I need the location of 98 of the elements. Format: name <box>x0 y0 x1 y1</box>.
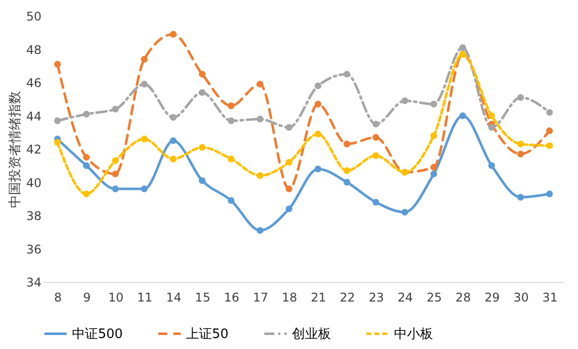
point <box>256 172 264 179</box>
point <box>488 112 495 120</box>
point <box>198 177 206 184</box>
point <box>198 70 206 78</box>
point <box>112 157 119 164</box>
x-tick-label: 28 <box>456 290 471 304</box>
point <box>517 140 524 148</box>
point <box>430 170 438 178</box>
point <box>256 116 264 122</box>
y-tick-label: 44 <box>26 109 42 124</box>
point <box>170 137 177 144</box>
point <box>54 139 61 146</box>
y-tick-label: 50 <box>26 10 42 24</box>
y-tick-label: 48 <box>26 42 42 57</box>
point <box>344 178 350 186</box>
point <box>372 152 380 159</box>
point <box>546 190 553 198</box>
point <box>54 117 61 124</box>
x-tick-label: 17 <box>252 290 268 304</box>
y-axis-title: 中国投资者情绪指数 <box>8 91 24 208</box>
point <box>546 127 553 134</box>
point <box>256 227 264 234</box>
x-tick-label: 10 <box>108 290 124 304</box>
point <box>372 198 380 206</box>
point <box>228 197 234 204</box>
y-tick-label: 38 <box>26 209 42 223</box>
point <box>401 97 408 104</box>
point <box>517 194 524 201</box>
point <box>344 140 350 148</box>
point <box>170 30 177 38</box>
x-tick-label: 24 <box>398 290 413 304</box>
point <box>286 206 292 212</box>
point <box>112 186 119 192</box>
point <box>488 162 495 169</box>
point <box>140 80 148 88</box>
point <box>170 156 177 162</box>
x-tick-label: 31 <box>542 290 558 304</box>
legend-label: 上证50 <box>186 326 229 342</box>
point <box>459 112 466 120</box>
y-tick-label: 40 <box>26 176 42 190</box>
point <box>459 44 466 51</box>
point <box>83 162 90 169</box>
point <box>228 156 234 162</box>
point <box>372 134 380 141</box>
point <box>83 190 90 198</box>
y-tick-label: 34 <box>26 276 42 290</box>
point <box>112 170 119 178</box>
legend-label: 创业板 <box>292 326 331 342</box>
point <box>198 144 206 151</box>
point <box>314 100 322 108</box>
x-tick-label: 25 <box>426 290 442 304</box>
x-tick-label: 23 <box>368 290 384 304</box>
x-tick-label: 18 <box>282 290 298 304</box>
point <box>430 164 438 171</box>
x-tick-label: 16 <box>224 290 240 304</box>
point <box>372 120 380 128</box>
point <box>83 110 90 118</box>
x-tick-label: 11 <box>137 290 152 304</box>
point <box>517 150 524 158</box>
x-tick-label: 21 <box>310 290 326 304</box>
point <box>314 166 322 172</box>
point <box>228 102 234 110</box>
x-tick-label: 29 <box>484 290 500 304</box>
x-tick-label: 9 <box>83 290 91 304</box>
y-tick-label: 46 <box>26 76 42 90</box>
y-tick-label: 36 <box>26 242 42 256</box>
point <box>314 130 322 138</box>
point <box>54 60 61 68</box>
legend-label: 中证500 <box>72 326 123 342</box>
point <box>140 56 148 63</box>
point <box>546 142 553 150</box>
x-tick-label: 30 <box>513 290 529 304</box>
point <box>344 167 350 174</box>
point <box>228 117 234 124</box>
x-tick-label: 22 <box>340 290 356 304</box>
point <box>286 158 292 166</box>
point <box>401 208 408 216</box>
point <box>286 186 292 192</box>
point <box>256 80 264 88</box>
point <box>83 154 90 161</box>
point <box>546 109 553 116</box>
point <box>112 106 119 112</box>
point <box>430 132 438 140</box>
x-tick-label: 8 <box>54 290 62 304</box>
x-tick-label: 14 <box>166 290 182 304</box>
point <box>170 114 177 121</box>
point <box>198 89 206 96</box>
point <box>314 82 322 90</box>
y-tick-label: 42 <box>26 142 42 156</box>
point <box>517 94 524 101</box>
point <box>140 186 148 192</box>
x-tick-label: 15 <box>195 290 210 304</box>
point <box>286 124 292 131</box>
point <box>140 136 148 142</box>
legend-label: 中小板 <box>394 326 433 342</box>
point <box>344 70 350 78</box>
point <box>430 100 438 108</box>
point <box>488 124 495 131</box>
